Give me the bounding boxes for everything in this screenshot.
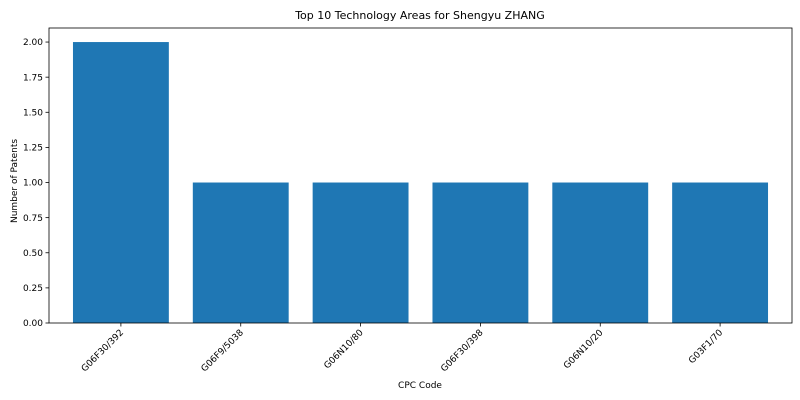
bar-g06n10-80 [313,183,409,323]
x-tick-label: G03F1/70 [687,328,725,366]
y-tick-label: 0.75 [23,214,43,224]
bar-g06f9-5038 [193,183,289,323]
x-tick-label: G06F30/398 [439,328,485,374]
y-tick-label: 1.00 [23,179,43,189]
y-axis-title: Number of Patents [10,139,20,223]
plot-area: 0.00 0.25 0.50 0.75 1.00 1.25 1.50 1.75 2.00 G06F… [23,28,792,374]
y-tick-label: 1.25 [23,144,43,154]
y-tick-label: 1.50 [23,108,43,118]
chart-title: Top 10 Technology Areas for Shengyu ZHAN… [294,9,545,22]
x-tick-label: G06N10/20 [562,328,605,371]
bar-g06f30-392 [73,42,169,323]
x-tick-label: G06F9/5038 [200,328,246,374]
y-tick-label: 2.00 [23,38,43,48]
y-tick-label: 0.50 [23,249,43,259]
bar-g06n10-20 [552,183,648,323]
x-tick-label: G06N10/80 [322,328,365,371]
y-tick-label: 1.75 [23,73,43,83]
x-tick-label: G06F30/392 [80,328,126,374]
x-axis-title: CPC Code [398,381,442,391]
bar-g03f1-70 [672,183,768,323]
y-tick-label: 0.25 [23,284,43,294]
y-tick-label: 0.00 [23,319,43,329]
bar-g06f30-398 [432,183,528,323]
